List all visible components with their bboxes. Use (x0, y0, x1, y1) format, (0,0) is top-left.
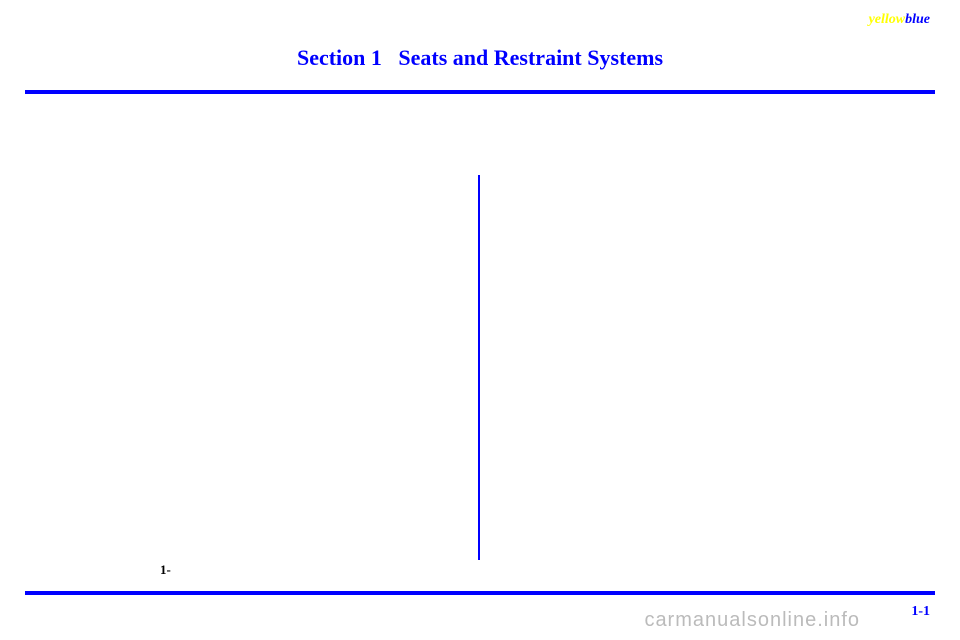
watermark: carmanualsonline.info (644, 609, 860, 632)
brand-logo: yellowblue (869, 12, 930, 28)
section-heading: Section 1 Seats and Restraint Systems (0, 45, 960, 71)
brand-part-yellow: yellow (869, 12, 906, 27)
page-number: 1-1 (911, 604, 930, 620)
bottom-divider (25, 591, 935, 595)
section-title-text: Seats and Restraint Systems (398, 45, 663, 70)
brand-part-blue: blue (905, 12, 930, 27)
column-divider (478, 175, 480, 560)
top-divider (25, 90, 935, 94)
section-number: Section 1 (297, 45, 382, 70)
page-ref-left: 1- (160, 562, 171, 578)
